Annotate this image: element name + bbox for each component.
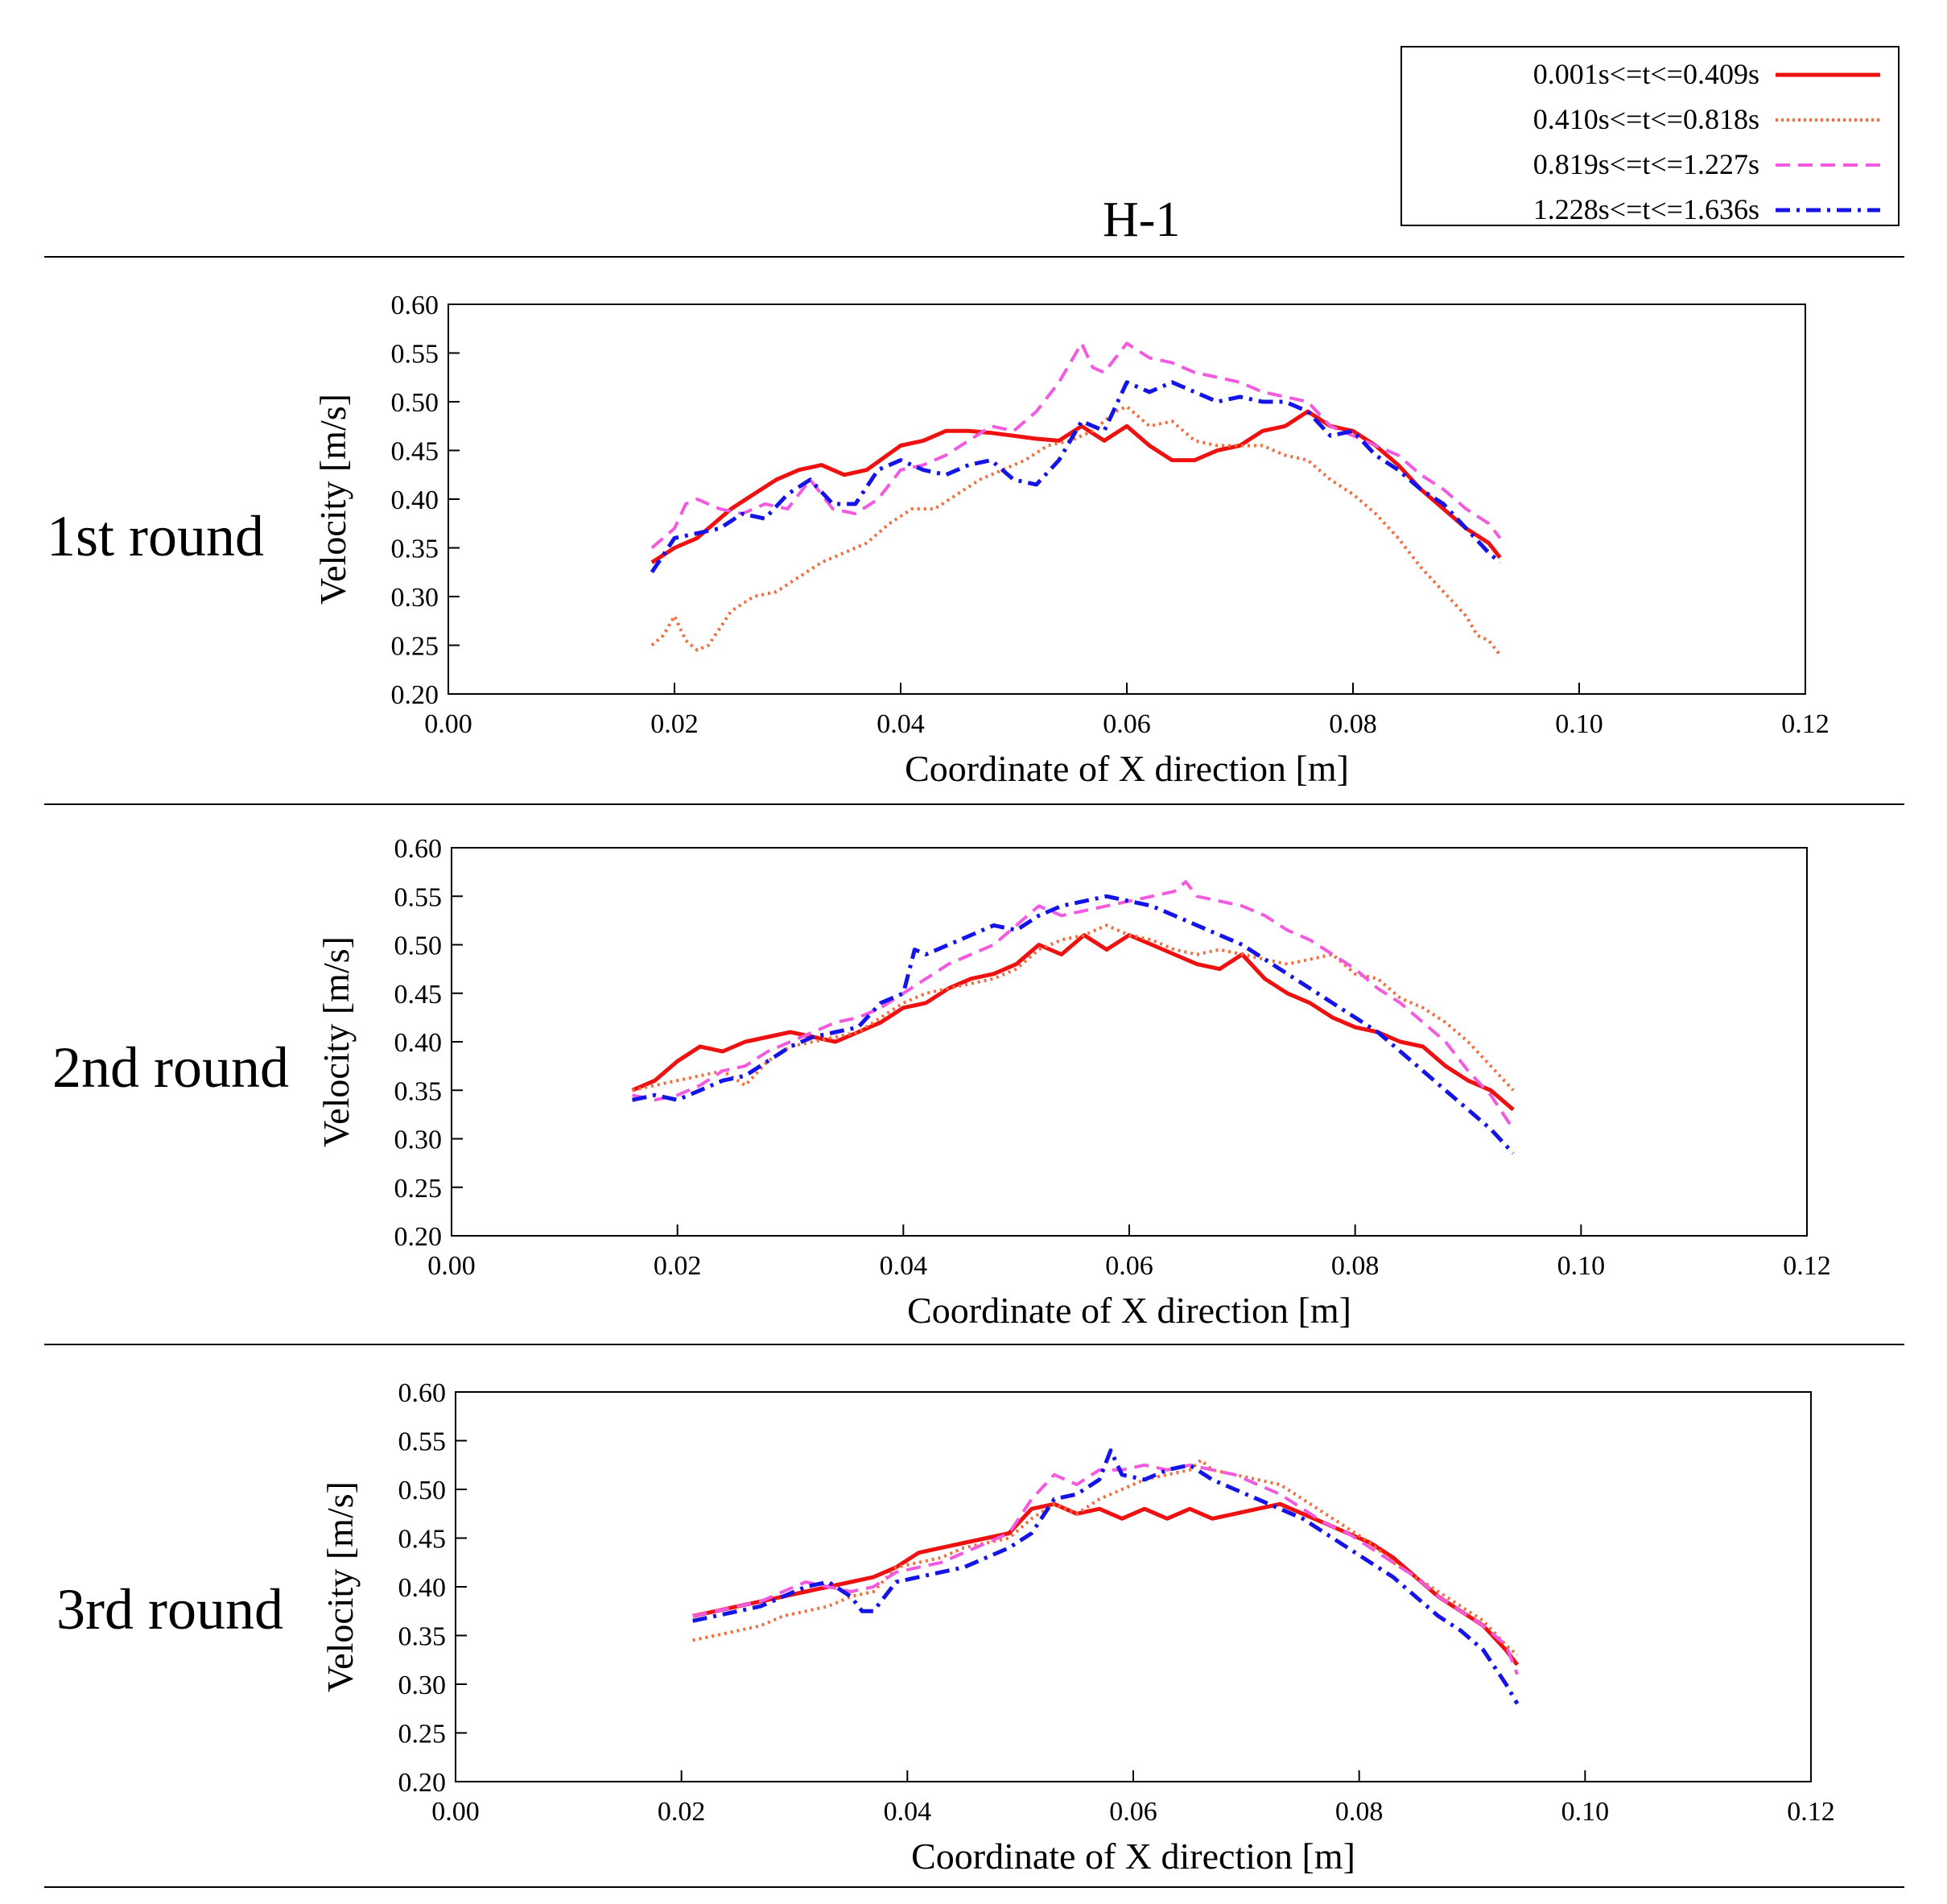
legend-entry-4: 1.228s<=t<=1.636s	[1402, 188, 1898, 233]
legend-swatch-4	[1776, 208, 1880, 213]
chart-3-xtick-label: 0.02	[658, 1797, 706, 1827]
legend-swatch-1	[1776, 72, 1880, 77]
legend-label-3: 0.819s<=t<=1.227s	[1532, 148, 1759, 180]
chart-1-xlabel: Coordinate of X direction [m]	[905, 748, 1349, 789]
chart-1-ytick-label: 0.40	[391, 485, 439, 515]
chart-1-frame	[448, 304, 1806, 695]
chart-2-ytick-label: 0.25	[394, 1174, 443, 1204]
chart-2-ytick-label: 0.55	[394, 882, 443, 912]
chart-3-xtick-label: 0.00	[431, 1797, 480, 1827]
chart-1-series-4	[650, 380, 1502, 574]
legend-swatch-2	[1776, 118, 1880, 122]
chart-2-ytick-label: 0.60	[394, 834, 443, 864]
chart-3-xtick-label: 0.06	[1109, 1797, 1157, 1827]
chart-1-ytick-label: 0.20	[391, 680, 439, 710]
legend: 0.001s<=t<=0.409s 0.410s<=t<=0.818s 0.81…	[1400, 46, 1900, 226]
chart-2-xtick-label: 0.08	[1331, 1251, 1380, 1281]
chart-1-xtick-label: 0.04	[877, 709, 925, 739]
chart-2-ytick-label: 0.50	[394, 931, 443, 961]
chart-3-xlabel: Coordinate of X direction [m]	[911, 1836, 1355, 1877]
separator-bottom	[44, 1886, 1904, 1888]
chart-3-ytick-label: 0.25	[398, 1720, 447, 1749]
chart-2-xtick-label: 0.04	[880, 1251, 928, 1281]
legend-label-2: 0.410s<=t<=0.818s	[1532, 103, 1759, 135]
chart-2-xtick-label: 0.12	[1783, 1251, 1831, 1281]
legend-label-1: 0.001s<=t<=0.409s	[1532, 58, 1759, 90]
chart-1-ytick-label: 0.50	[391, 388, 439, 418]
chart-2-ytick-label: 0.20	[394, 1222, 443, 1252]
chart-2-ylabel: Velocity [m/s]	[316, 936, 357, 1147]
chart-3-ytick-label: 0.35	[398, 1622, 447, 1652]
chart-2-ytick-label: 0.45	[394, 980, 443, 1010]
chart-1-series-2	[650, 405, 1502, 656]
chart-2-series-2	[632, 923, 1515, 1092]
chart-3-ytick-label: 0.55	[398, 1427, 447, 1457]
chart-3-xtick-label: 0.12	[1787, 1797, 1835, 1827]
chart-3-ylabel: Velocity [m/s]	[320, 1481, 361, 1692]
chart-2-frame	[451, 847, 1808, 1237]
chart-1-ytick-label: 0.35	[391, 535, 439, 564]
chart-1-ytick-label: 0.60	[391, 291, 439, 320]
chart-3-ytick-label: 0.45	[398, 1525, 447, 1555]
legend-entry-3: 0.819s<=t<=1.227s	[1402, 142, 1898, 188]
legend-label-4: 1.228s<=t<=1.636s	[1532, 193, 1759, 225]
chart-2-xtick-label: 0.06	[1105, 1251, 1153, 1281]
chart-1-xtick-label: 0.02	[650, 709, 699, 739]
chart-3-series-4	[692, 1448, 1520, 1705]
chart-3-ytick-label: 0.30	[398, 1671, 447, 1700]
chart-3-frame	[455, 1391, 1812, 1782]
chart-2-xtick-label: 0.00	[427, 1251, 476, 1281]
chart-2-series-3	[632, 880, 1515, 1130]
chart-2-series-1	[631, 933, 1515, 1112]
chart-1-ytick-label: 0.30	[391, 583, 439, 613]
chart-3-ytick-label: 0.40	[398, 1573, 447, 1603]
chart-1-xtick-label: 0.08	[1329, 709, 1377, 739]
chart-1-series-3	[650, 341, 1502, 550]
chart-3-ytick-label: 0.50	[398, 1476, 447, 1505]
chart-2-series-4	[631, 894, 1515, 1155]
chart-1-ytick-label: 0.25	[391, 632, 439, 662]
chart-1-xtick-label: 0.06	[1103, 709, 1151, 739]
round-label-2nd: 2nd round	[52, 1035, 289, 1100]
chart-3-xtick-label: 0.08	[1335, 1797, 1384, 1827]
round-label-1st: 1st round	[47, 504, 264, 568]
legend-swatch-3	[1776, 163, 1880, 167]
chart-2-ytick-label: 0.40	[394, 1028, 443, 1058]
separator-top	[44, 256, 1904, 258]
separator-1	[44, 803, 1904, 805]
chart-1-xtick-label: 0.12	[1781, 709, 1829, 739]
chart-3-xtick-label: 0.10	[1561, 1797, 1610, 1827]
legend-entry-1: 0.001s<=t<=0.409s	[1402, 52, 1898, 97]
round-label-3rd: 3rd round	[56, 1577, 283, 1642]
chart-2-xtick-label: 0.10	[1557, 1251, 1606, 1281]
separator-2	[44, 1344, 1904, 1345]
chart-3-ytick-label: 0.60	[398, 1378, 447, 1408]
chart-1-ylabel: Velocity [m/s]	[312, 394, 353, 605]
chart-3-ytick-label: 0.20	[398, 1768, 447, 1798]
figure-title: H-1	[1103, 192, 1181, 247]
chart-2-ytick-label: 0.35	[394, 1076, 443, 1106]
chart-1-ytick-label: 0.55	[391, 340, 439, 370]
legend-entry-2: 0.410s<=t<=0.818s	[1402, 97, 1898, 142]
chart-2-xtick-label: 0.02	[654, 1251, 702, 1281]
chart-1-xtick-label: 0.10	[1555, 709, 1603, 739]
chart-3-series-3	[692, 1463, 1519, 1675]
chart-2-ytick-label: 0.30	[394, 1125, 443, 1155]
chart-2-xlabel: Coordinate of X direction [m]	[907, 1290, 1351, 1331]
chart-3-xtick-label: 0.04	[884, 1797, 932, 1827]
chart-1-xtick-label: 0.00	[424, 709, 472, 739]
chart-1-ytick-label: 0.45	[391, 437, 439, 467]
